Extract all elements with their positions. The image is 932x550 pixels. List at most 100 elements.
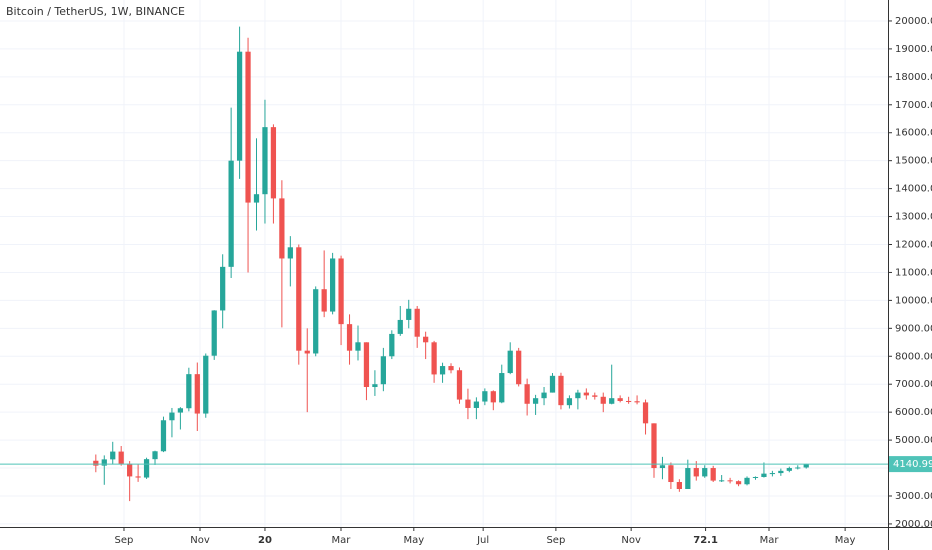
candle-body [651, 423, 657, 469]
y-tick-label: 20000.00 [895, 16, 932, 27]
candle-body [380, 356, 386, 385]
candle-body [558, 375, 564, 406]
candle-body [228, 160, 234, 267]
y-tick-label: 3000.00 [895, 491, 932, 502]
y-tick-label: 14000.00 [895, 184, 932, 195]
candle-body [160, 420, 167, 452]
candle-body [524, 384, 530, 404]
candle-body [795, 467, 801, 469]
candle-body [507, 350, 513, 374]
candle-body [549, 375, 556, 393]
y-tick-label: 11000.00 [895, 267, 932, 278]
candle-body [642, 402, 649, 424]
candle-body [304, 350, 310, 354]
candle-body [778, 470, 784, 474]
candle-body [625, 400, 632, 402]
candle-body [389, 333, 395, 357]
candle-body [143, 459, 150, 478]
candle-body [566, 398, 573, 406]
last-price-box [889, 456, 932, 473]
candle-body [262, 127, 268, 195]
candle-body [609, 398, 615, 404]
candle-body [448, 366, 454, 371]
candle-body [236, 51, 243, 161]
x-tick-label: Sep [115, 535, 134, 546]
candle-body [253, 194, 260, 203]
candle-body [355, 342, 361, 351]
candle-body [110, 451, 116, 460]
candle-body [617, 398, 623, 401]
candle-body [668, 465, 674, 483]
candle-body [287, 247, 293, 259]
candle-body [203, 355, 209, 414]
candle-body [490, 391, 496, 403]
candle-body [186, 374, 192, 409]
y-tick-label: 6000.00 [895, 407, 932, 418]
candle-body [541, 392, 547, 399]
candle-body [761, 473, 767, 477]
x-tick-label: 20 [258, 535, 272, 546]
candle-body [338, 258, 344, 325]
y-tick-label: 15000.00 [895, 156, 932, 167]
candle-body [279, 198, 285, 259]
candle-body [516, 350, 522, 385]
candle-body [245, 51, 251, 203]
candle-body [719, 480, 725, 482]
y-tick-label: 5000.00 [895, 435, 932, 446]
x-tick-label: Sep [546, 535, 565, 546]
candle-body [414, 308, 420, 337]
candle-body [575, 392, 581, 399]
candle-body [329, 258, 336, 312]
candle-body [194, 374, 200, 414]
y-tick-label: 13000.00 [895, 212, 932, 223]
x-tick-label: May [403, 535, 424, 546]
y-tick-label: 16000.00 [895, 128, 932, 139]
candle-body [296, 247, 302, 351]
candle-body [693, 468, 699, 477]
candle-body [177, 408, 184, 413]
y-tick-label: 7000.00 [895, 379, 932, 390]
y-tick-label: 9000.00 [895, 323, 932, 334]
candle-body [270, 127, 277, 199]
y-tick-label: 17000.00 [895, 100, 932, 111]
candle-body [423, 336, 429, 343]
candle-body [803, 464, 809, 468]
candle-body [710, 468, 716, 481]
y-tick-label: 12000.00 [895, 239, 932, 250]
y-tick-label: 19000.00 [895, 44, 932, 55]
candle-body [406, 308, 412, 320]
candle-body [735, 481, 742, 485]
x-tick-label: Jul [476, 535, 489, 546]
candle-body [439, 366, 446, 375]
candle-body [135, 476, 141, 478]
candle-body [372, 384, 378, 388]
candle-body [127, 463, 133, 477]
candle-body [431, 342, 437, 375]
y-tick-label: 8000.00 [895, 351, 932, 362]
x-tick-label: 72.1 [693, 535, 718, 546]
chart-title: Bitcoin / TetherUS, 1W, BINANCE [6, 5, 185, 18]
candle-body [769, 473, 776, 475]
candle-body [169, 412, 175, 421]
candle-body [473, 401, 480, 408]
last-price-label: 4140.99 [893, 459, 932, 470]
candle-body [744, 477, 750, 485]
candle-body [727, 480, 733, 482]
candle-body [702, 468, 708, 477]
candle-body [600, 396, 606, 404]
candle-body [321, 289, 327, 312]
candle-body [101, 459, 107, 466]
candle-body [634, 401, 640, 403]
x-tick-label: Nov [190, 535, 210, 546]
candle-body [786, 468, 792, 471]
y-tick-label: 18000.00 [895, 72, 932, 83]
y-tick-label: 10000.00 [895, 295, 932, 306]
candle-body [220, 266, 226, 311]
candle-body [499, 373, 505, 403]
candle-body [676, 482, 682, 489]
candle-body [532, 398, 539, 404]
y-tick-label: 2000.00 [895, 519, 932, 530]
x-tick-label: May [835, 535, 856, 546]
candle-body [93, 460, 99, 466]
